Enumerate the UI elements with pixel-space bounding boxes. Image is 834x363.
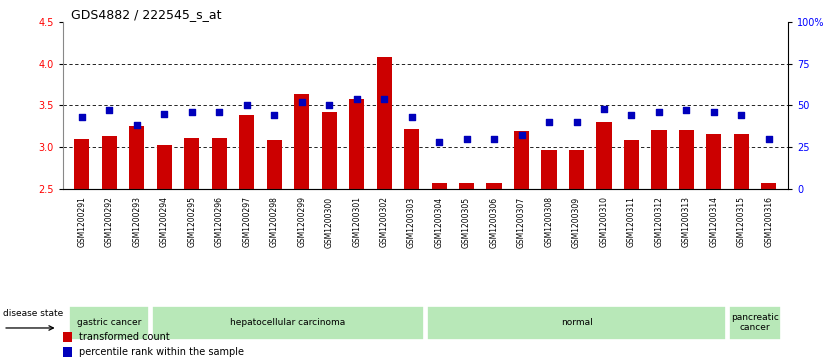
Point [405,114,419,120]
Bar [569,150,584,189]
Bar [184,138,199,189]
Point [707,109,721,115]
Point [158,111,171,117]
Point [378,96,391,102]
Point [240,102,254,108]
Bar [322,112,337,189]
Point [185,109,198,115]
Point [735,113,748,118]
Bar [74,139,89,189]
Bar [349,99,364,189]
Bar [734,135,749,189]
Text: pancreatic
cancer: pancreatic cancer [731,313,779,333]
Point [597,106,610,111]
Point [542,119,555,125]
Point [213,109,226,115]
Point [680,107,693,113]
Text: normal: normal [560,318,592,327]
Bar [431,183,447,189]
Point [515,132,528,138]
Bar [514,131,529,189]
Point [350,96,364,102]
Bar [679,130,694,189]
Bar [706,135,721,189]
Text: gastric cancer: gastric cancer [77,318,142,327]
Bar [486,183,501,189]
Point [460,136,473,142]
Text: percentile rank within the sample: percentile rank within the sample [79,347,244,357]
Bar [596,122,611,189]
Point [295,99,309,105]
FancyBboxPatch shape [729,306,781,340]
Point [625,113,638,118]
Point [432,139,445,145]
Bar [404,129,420,189]
Bar [761,183,776,189]
Bar [63,332,72,342]
Point [762,136,776,142]
FancyBboxPatch shape [69,306,149,340]
Text: transformed count: transformed count [79,332,169,342]
Point [130,122,143,128]
Bar [377,57,392,189]
Text: disease state: disease state [3,309,63,318]
Text: GDS4882 / 222545_s_at: GDS4882 / 222545_s_at [71,8,221,21]
Bar [459,183,474,189]
Bar [157,145,172,189]
Bar [294,94,309,189]
Point [487,136,500,142]
Bar [212,138,227,189]
Point [75,114,88,120]
Text: hepatocellular carcinoma: hepatocellular carcinoma [230,318,345,327]
Bar [239,115,254,189]
Bar [624,140,639,189]
FancyBboxPatch shape [152,306,424,340]
Bar [102,136,117,189]
Point [570,119,583,125]
FancyBboxPatch shape [427,306,726,340]
Point [103,107,116,113]
Point [323,102,336,108]
Bar [541,150,556,189]
Point [652,109,666,115]
Bar [129,126,144,189]
Point [268,113,281,118]
Bar [63,347,72,357]
Bar [651,130,666,189]
Bar [267,140,282,189]
